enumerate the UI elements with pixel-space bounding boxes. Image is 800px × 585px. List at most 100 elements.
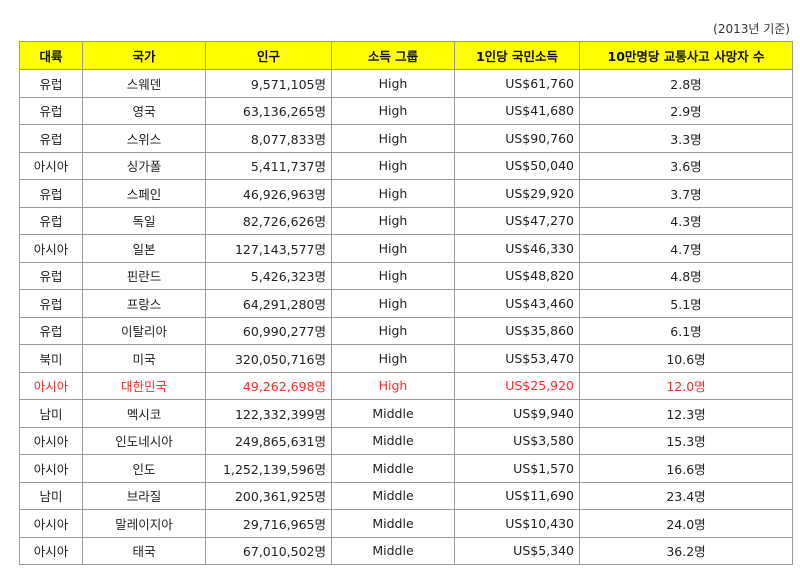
cell-gni: US$5,340 <box>454 536 580 565</box>
cell-income-group: Middle <box>331 399 455 428</box>
cell-country: 인도 <box>82 454 206 483</box>
cell-gni: US$10,430 <box>454 509 580 538</box>
cell-gni: US$29,920 <box>454 179 580 208</box>
cell-country: 스웨덴 <box>82 69 206 98</box>
cell-continent: 유럽 <box>19 206 83 235</box>
cell-deaths: 3.3명 <box>579 124 793 153</box>
table-body: 유럽 스웨덴 9,571,105명 High US$61,760 2.8명 유럽 영국 63,1… <box>19 69 793 565</box>
cell-continent: 북미 <box>19 344 83 373</box>
cell-continent: 유럽 <box>19 96 83 125</box>
table-row: 유럽 프랑스 64,291,280명 High US$43,460 5.1명 <box>19 289 793 318</box>
table-row: 아시아 말레이지아 29,716,965명 Middle US$10,430 24.0명 <box>19 509 793 538</box>
cell-continent: 아시아 <box>19 234 83 263</box>
cell-population: 60,990,277명 <box>205 316 332 345</box>
cell-deaths: 10.6명 <box>579 344 793 373</box>
cell-population: 9,571,105명 <box>205 69 332 98</box>
cell-continent: 아시아 <box>19 536 83 565</box>
cell-income-group: High <box>331 234 455 263</box>
cell-country: 대한민국 <box>82 371 206 400</box>
header-country: 국가 <box>82 41 206 70</box>
cell-gni: US$11,690 <box>454 481 580 510</box>
cell-population: 8,077,833명 <box>205 124 332 153</box>
reference-year-note: (2013년 기준) <box>713 22 790 36</box>
cell-gni: US$43,460 <box>454 289 580 318</box>
cell-population: 49,262,698명 <box>205 371 332 400</box>
cell-continent: 남미 <box>19 481 83 510</box>
cell-gni: US$3,580 <box>454 426 580 455</box>
cell-deaths: 12.0명 <box>579 371 793 400</box>
cell-continent: 아시아 <box>19 371 83 400</box>
traffic-fatality-table: 대륙 국가 인구 소득 그룹 1인당 국민소득 10만명당 교통사고 사망자 수… <box>19 41 793 565</box>
cell-country: 스페인 <box>82 179 206 208</box>
cell-continent: 유럽 <box>19 179 83 208</box>
table-row: 아시아 일본 127,143,577명 High US$46,330 4.7명 <box>19 234 793 263</box>
cell-population: 249,865,631명 <box>205 426 332 455</box>
table-row: 아시아 인도네시아 249,865,631명 Middle US$3,580 15.3명 <box>19 426 793 455</box>
table-row: 유럽 핀란드 5,426,323명 High US$48,820 4.8명 <box>19 261 793 290</box>
cell-country: 프랑스 <box>82 289 206 318</box>
cell-deaths: 2.9명 <box>579 96 793 125</box>
cell-gni: US$61,760 <box>454 69 580 98</box>
cell-income-group: High <box>331 316 455 345</box>
header-income-group: 소득 그룹 <box>331 41 455 70</box>
cell-continent: 유럽 <box>19 316 83 345</box>
cell-deaths: 36.2명 <box>579 536 793 565</box>
cell-deaths: 16.6명 <box>579 454 793 483</box>
cell-income-group: High <box>331 371 455 400</box>
table-row: 아시아 싱가폴 5,411,737명 High US$50,040 3.6명 <box>19 151 793 180</box>
table-row: 유럽 스페인 46,926,963명 High US$29,920 3.7명 <box>19 179 793 208</box>
table-row: 남미 멕시코 122,332,399명 Middle US$9,940 12.3명 <box>19 399 793 428</box>
cell-deaths: 4.3명 <box>579 206 793 235</box>
cell-deaths: 3.6명 <box>579 151 793 180</box>
cell-income-group: High <box>331 289 455 318</box>
cell-income-group: High <box>331 344 455 373</box>
cell-gni: US$9,940 <box>454 399 580 428</box>
cell-continent: 유럽 <box>19 289 83 318</box>
cell-country: 브라질 <box>82 481 206 510</box>
cell-continent: 아시아 <box>19 454 83 483</box>
cell-continent: 유럽 <box>19 261 83 290</box>
cell-deaths: 4.7명 <box>579 234 793 263</box>
cell-country: 이탈리아 <box>82 316 206 345</box>
cell-income-group: Middle <box>331 536 455 565</box>
table-row: 아시아 대한민국 49,262,698명 High US$25,920 12.0명 <box>19 371 793 400</box>
cell-population: 67,010,502명 <box>205 536 332 565</box>
cell-deaths: 2.8명 <box>579 69 793 98</box>
table-row: 유럽 이탈리아 60,990,277명 High US$35,860 6.1명 <box>19 316 793 345</box>
cell-population: 82,726,626명 <box>205 206 332 235</box>
cell-income-group: High <box>331 206 455 235</box>
cell-gni: US$50,040 <box>454 151 580 180</box>
cell-gni: US$46,330 <box>454 234 580 263</box>
cell-income-group: High <box>331 69 455 98</box>
cell-continent: 유럽 <box>19 124 83 153</box>
cell-continent: 아시아 <box>19 151 83 180</box>
cell-population: 63,136,265명 <box>205 96 332 125</box>
cell-country: 스위스 <box>82 124 206 153</box>
header-continent: 대륙 <box>19 41 83 70</box>
cell-income-group: High <box>331 96 455 125</box>
table-row: 북미 미국 320,050,716명 High US$53,470 10.6명 <box>19 344 793 373</box>
cell-deaths: 23.4명 <box>579 481 793 510</box>
cell-population: 64,291,280명 <box>205 289 332 318</box>
header-gni: 1인당 국민소득 <box>454 41 580 70</box>
cell-deaths: 12.3명 <box>579 399 793 428</box>
table-row: 유럽 스웨덴 9,571,105명 High US$61,760 2.8명 <box>19 69 793 98</box>
cell-country: 말레이지아 <box>82 509 206 538</box>
cell-country: 멕시코 <box>82 399 206 428</box>
cell-population: 200,361,925명 <box>205 481 332 510</box>
cell-population: 122,332,399명 <box>205 399 332 428</box>
cell-population: 46,926,963명 <box>205 179 332 208</box>
cell-income-group: High <box>331 151 455 180</box>
table-row: 유럽 스위스 8,077,833명 High US$90,760 3.3명 <box>19 124 793 153</box>
cell-gni: US$41,680 <box>454 96 580 125</box>
cell-deaths: 6.1명 <box>579 316 793 345</box>
cell-deaths: 24.0명 <box>579 509 793 538</box>
cell-country: 태국 <box>82 536 206 565</box>
cell-gni: US$53,470 <box>454 344 580 373</box>
cell-income-group: High <box>331 124 455 153</box>
table-row: 유럽 독일 82,726,626명 High US$47,270 4.3명 <box>19 206 793 235</box>
cell-gni: US$1,570 <box>454 454 580 483</box>
cell-gni: US$47,270 <box>454 206 580 235</box>
cell-population: 29,716,965명 <box>205 509 332 538</box>
cell-country: 인도네시아 <box>82 426 206 455</box>
